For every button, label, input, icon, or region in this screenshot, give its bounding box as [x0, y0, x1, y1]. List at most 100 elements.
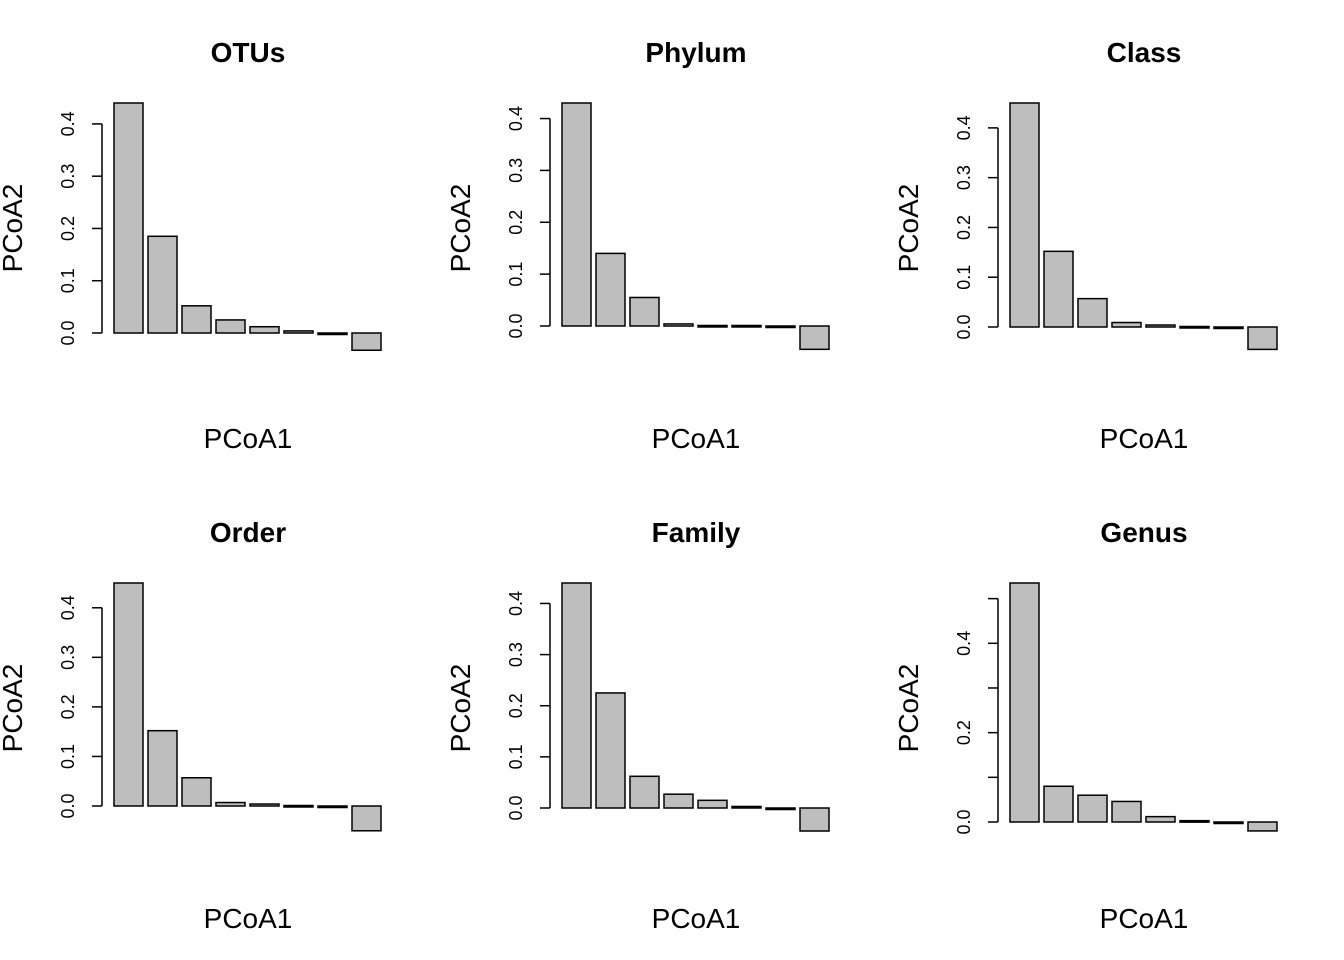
bars [113, 582, 382, 832]
y-axis-label: PCoA2 [0, 184, 28, 273]
y-axis-label: PCoA2 [0, 664, 28, 753]
bar [1009, 582, 1040, 823]
bar [1077, 794, 1108, 823]
bar [1247, 326, 1278, 351]
bar [147, 729, 178, 807]
bar [283, 330, 314, 334]
y-tick-label: 0.1 [954, 265, 974, 290]
y-tick-label: 0.3 [58, 645, 78, 670]
panel-title: Class [1107, 37, 1182, 68]
bar [799, 325, 830, 351]
bar [181, 777, 212, 807]
x-axis-label: PCoA1 [1100, 903, 1189, 934]
y-tick-label: 0.0 [506, 313, 526, 338]
y-axis-label: PCoA2 [445, 664, 476, 753]
bar [113, 582, 144, 807]
bar [595, 692, 626, 809]
bar [595, 252, 626, 327]
y-axis-label: PCoA2 [445, 184, 476, 273]
y-tick-label: 0.3 [506, 642, 526, 667]
y-tick-label: 0.0 [506, 795, 526, 820]
y-tick-label: 0.2 [58, 216, 78, 241]
panel-order: Order PCoA1 PCoA2 0.0 0.1 0.2 0.3 0.4 [0, 517, 382, 934]
x-axis-label: PCoA1 [204, 903, 293, 934]
y-tick-label: 0.1 [58, 744, 78, 769]
bar [113, 102, 144, 334]
bar [629, 775, 660, 809]
y-tick-label: 0.4 [506, 106, 526, 131]
x-axis-label: PCoA1 [204, 423, 293, 454]
y-axis-label: PCoA2 [893, 664, 924, 753]
panel-genus: Genus PCoA1 PCoA2 0.0 0.2 0.4 [893, 517, 1278, 934]
bar [663, 323, 694, 327]
bar [1111, 321, 1142, 328]
bar [317, 805, 348, 809]
bars [561, 582, 830, 832]
bars [1009, 582, 1278, 832]
bar [799, 807, 830, 832]
panel-family: Family PCoA1 PCoA2 0.0 0.1 0.2 0.3 0.4 [445, 517, 830, 934]
y-axis: 0.0 0.1 0.2 0.3 0.4 [506, 106, 551, 339]
bar [351, 332, 382, 351]
bar [1009, 102, 1040, 328]
y-tick-label: 0.0 [58, 793, 78, 818]
bar [629, 296, 660, 327]
y-tick-label: 0.2 [954, 215, 974, 240]
bar [731, 805, 762, 809]
panel-title: Order [210, 517, 286, 548]
y-tick-label: 0.1 [58, 268, 78, 293]
y-axis: 0.0 0.1 0.2 0.3 0.4 [954, 115, 999, 340]
bar [1111, 800, 1142, 823]
bar [1213, 821, 1244, 825]
x-axis-label: PCoA1 [652, 903, 741, 934]
panel-title: Family [652, 517, 741, 548]
y-tick-label: 0.2 [58, 694, 78, 719]
y-tick-label: 0.3 [58, 164, 78, 189]
y-axis: 0.0 0.2 0.4 [954, 597, 999, 835]
panel-phylum: Phylum PCoA1 PCoA2 0.0 0.1 0.2 0.3 0.4 [445, 37, 830, 454]
bar [697, 799, 728, 809]
bars [113, 102, 382, 351]
bar [215, 319, 246, 334]
bar [283, 804, 314, 808]
y-tick-label: 0.0 [954, 314, 974, 339]
y-axis: 0.0 0.1 0.2 0.3 0.4 [58, 595, 103, 819]
bar [181, 305, 212, 334]
y-tick-label: 0.3 [954, 165, 974, 190]
bar [1145, 324, 1176, 328]
bar [351, 805, 382, 832]
bar [1043, 785, 1074, 823]
panel-title: OTUs [211, 37, 286, 68]
y-tick-label: 0.0 [58, 320, 78, 345]
bar [561, 102, 592, 327]
y-tick-label: 0.4 [506, 591, 526, 616]
bars [1009, 102, 1278, 351]
bar [317, 332, 348, 336]
y-tick-label: 0.2 [954, 720, 974, 745]
bar [731, 324, 762, 328]
panel-class: Class PCoA1 PCoA2 0.0 0.1 0.2 0.3 0.4 [893, 37, 1278, 454]
x-axis-label: PCoA1 [652, 423, 741, 454]
y-tick-label: 0.4 [954, 115, 974, 140]
bar [765, 325, 796, 329]
bar [1077, 297, 1108, 328]
bar [1179, 819, 1210, 823]
y-tick-label: 0.4 [58, 111, 78, 136]
bar [1247, 821, 1278, 832]
panel-title: Phylum [645, 37, 746, 68]
y-tick-label: 0.0 [954, 809, 974, 834]
bar [697, 324, 728, 328]
y-tick-label: 0.4 [954, 631, 974, 656]
y-tick-label: 0.2 [506, 210, 526, 235]
y-axis: 0.0 0.1 0.2 0.3 0.4 [506, 591, 551, 821]
bar [663, 793, 694, 809]
bar [215, 801, 246, 807]
bar [249, 325, 280, 334]
y-tick-label: 0.3 [506, 158, 526, 183]
bar [1043, 250, 1074, 328]
bars [561, 102, 830, 351]
y-axis-label: PCoA2 [893, 184, 924, 273]
y-tick-label: 0.4 [58, 595, 78, 620]
bar [1213, 326, 1244, 330]
